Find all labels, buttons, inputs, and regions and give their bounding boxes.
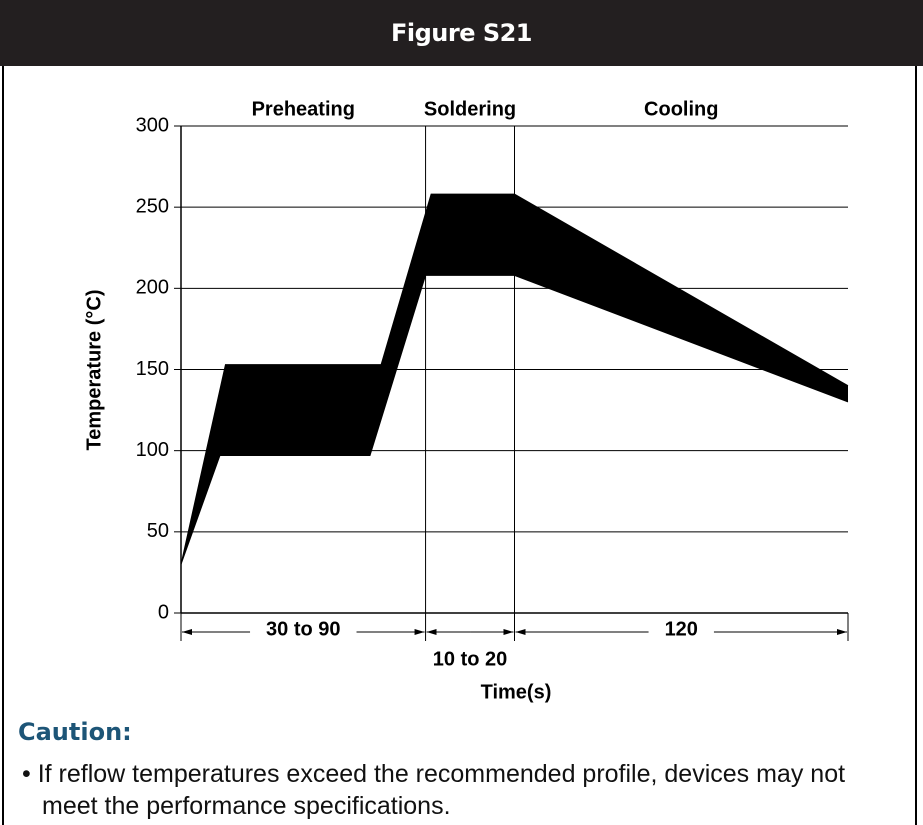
y-axis-label: Temperature (°C) — [83, 290, 105, 451]
caution-item: If reflow temperatures exceed the recomm… — [22, 758, 872, 822]
region-label: Cooling — [644, 98, 718, 120]
region-label: Soldering — [424, 98, 516, 120]
region-label: Preheating — [252, 98, 355, 120]
y-tick-label: 100 — [136, 439, 169, 461]
y-tick-label: 250 — [136, 195, 169, 217]
upper-bound — [180, 193, 849, 565]
y-tick-label: 200 — [136, 277, 169, 299]
span-label: 120 — [665, 618, 698, 640]
chart: Temperature (°C) Time(s) 0 50 100 150 200 250… — [83, 98, 849, 703]
y-tick-label: 300 — [136, 114, 169, 136]
span-label: 30 to 90 — [266, 618, 340, 640]
y-tick-label: 150 — [136, 358, 169, 380]
span-label: 10 to 20 — [433, 648, 507, 670]
lower-bound — [180, 274, 849, 565]
y-tick-label: 50 — [147, 520, 169, 542]
caution-title: Caution: — [18, 718, 132, 746]
x-axis-label: Time(s) — [481, 681, 552, 703]
y-tick-label: 0 — [158, 601, 169, 623]
figure-title: Figure S21 — [0, 0, 923, 66]
